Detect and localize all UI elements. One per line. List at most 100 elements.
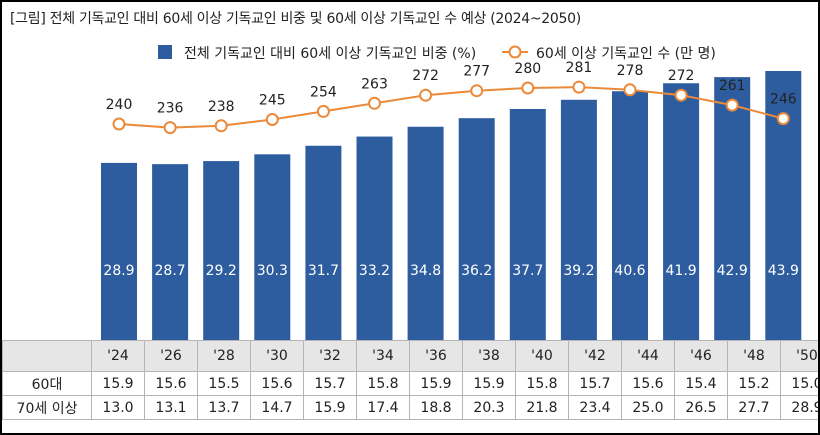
table-row-label: 70세 이상 bbox=[2, 395, 92, 420]
table-header-row: '24'26'28'30'32'34'36'38'40'42'44'46'48 '… bbox=[2, 340, 818, 372]
line-point bbox=[521, 81, 535, 95]
line-point bbox=[674, 88, 688, 102]
line-point bbox=[214, 119, 228, 133]
table-cell: 13.1 bbox=[144, 395, 198, 420]
table-cell: 15.8 bbox=[515, 371, 569, 396]
bar-value-label: 28.7 bbox=[155, 263, 186, 279]
bar-data-labels: 28.9 28.7 29.2 30.3 31.7 33.2 34.8 36.2 37.7 39.2… bbox=[103, 263, 798, 279]
table-header-cell: '34 bbox=[356, 340, 410, 372]
table-cell: 25.0 bbox=[621, 395, 675, 420]
line-value-label: 245 bbox=[259, 93, 286, 109]
table-cell: 15.0 bbox=[780, 371, 818, 396]
bar-value-label: 29.2 bbox=[206, 263, 237, 279]
table-cell: 26.5 bbox=[674, 395, 728, 420]
table-row-label: 60대 bbox=[2, 371, 92, 396]
table-header-cell: '36 bbox=[409, 340, 463, 372]
line-value-label: 261 bbox=[719, 78, 746, 94]
table-header-cell: '48 bbox=[727, 340, 781, 372]
bar bbox=[663, 83, 700, 340]
bar-value-label: 33.2 bbox=[359, 263, 390, 279]
table-cell: 15.9 bbox=[91, 371, 145, 396]
line-point bbox=[725, 98, 739, 112]
table-cell: 27.7 bbox=[727, 395, 781, 420]
table-cell: 15.7 bbox=[303, 371, 357, 396]
table-cell: 15.6 bbox=[621, 371, 675, 396]
line-point bbox=[368, 96, 381, 110]
table-header-cell: '24 bbox=[91, 340, 145, 372]
table-header-cell: '30 bbox=[250, 340, 304, 372]
table-cell: 15.9 bbox=[462, 371, 516, 396]
table-cell: 14.7 bbox=[250, 395, 304, 420]
bar-series bbox=[101, 70, 802, 340]
table-header-cell: '44 bbox=[621, 340, 675, 372]
table-cell: 15.8 bbox=[356, 371, 410, 396]
table-cell: 15.2 bbox=[727, 371, 781, 396]
bar bbox=[407, 126, 444, 340]
bar-value-label: 37.7 bbox=[512, 263, 543, 279]
table-cell: 15.4 bbox=[674, 371, 728, 396]
bar bbox=[152, 164, 189, 340]
data-table: '24'26'28'30'32'34'36'38'40'42'44'46'48 '… bbox=[2, 340, 818, 420]
line-value-label: 236 bbox=[157, 101, 184, 117]
bar-value-label: 28.9 bbox=[103, 263, 134, 279]
line-path bbox=[118, 86, 784, 129]
bar-value-label: 43.9 bbox=[768, 263, 799, 279]
table-header-cell: '42 bbox=[568, 340, 622, 372]
table-cell: 13.0 bbox=[91, 395, 145, 420]
bar-value-label: 30.3 bbox=[257, 263, 288, 279]
table-header-cell: '46 bbox=[674, 340, 728, 372]
table-cell: 18.8 bbox=[409, 395, 463, 420]
bar bbox=[356, 136, 393, 340]
table-header-cell: '38 bbox=[462, 340, 516, 372]
legend-bar-label: 전체 기독교인 대비 60세 이상 기독교인 비중 (%) bbox=[184, 46, 476, 62]
line-value-label: 246 bbox=[770, 92, 797, 108]
table-cell: 15.6 bbox=[144, 371, 198, 396]
line-point bbox=[265, 113, 279, 126]
line-value-label: 272 bbox=[668, 68, 695, 84]
bar bbox=[254, 154, 291, 340]
combo-chart: 전체 기독교인 대비 60세 이상 기독교인 비중 (%) 60세 이상 기독교… bbox=[101, 45, 802, 340]
line-value-label: 272 bbox=[412, 68, 439, 84]
bar bbox=[101, 162, 137, 340]
table-cell: 28.9 bbox=[780, 395, 818, 420]
bar-value-label: 31.7 bbox=[308, 263, 339, 279]
table-cell: 23.4 bbox=[568, 395, 622, 420]
line-point bbox=[776, 112, 790, 126]
table-cell: 15.9 bbox=[409, 371, 463, 396]
line-value-label: 280 bbox=[514, 61, 541, 77]
table-row: 70세 이상 13.0 13.1 13.7 14.7 15.9 17.4 18.8 20.3 2… bbox=[2, 395, 818, 420]
bar-value-label: 34.8 bbox=[410, 263, 441, 279]
line-value-label: 277 bbox=[463, 64, 490, 80]
bar bbox=[305, 145, 342, 340]
table-cell: 15.9 bbox=[303, 395, 357, 420]
table-cell: 21.8 bbox=[515, 395, 569, 420]
table-cell: 15.5 bbox=[197, 371, 251, 396]
table-header-cell: '32 bbox=[303, 340, 357, 372]
table-header-cell: '40 bbox=[515, 340, 569, 372]
bar bbox=[765, 70, 802, 340]
table-cell: 15.7 bbox=[568, 371, 622, 396]
bar-value-label: 36.2 bbox=[461, 263, 492, 279]
line-point bbox=[316, 104, 330, 118]
bar bbox=[203, 161, 240, 340]
line-value-label: 238 bbox=[208, 99, 235, 115]
table-corner-cell bbox=[2, 340, 92, 372]
bar bbox=[560, 99, 597, 340]
bar-value-label: 39.2 bbox=[563, 263, 594, 279]
line-point bbox=[112, 117, 126, 131]
line-point bbox=[470, 84, 484, 98]
line-value-label: 254 bbox=[310, 84, 337, 100]
bar bbox=[458, 118, 495, 340]
table-header-cell: '50 bbox=[780, 340, 818, 372]
bar-value-label: 40.6 bbox=[614, 263, 645, 279]
table-cell: 13.7 bbox=[197, 395, 251, 420]
line-point bbox=[163, 121, 177, 135]
bar bbox=[714, 77, 751, 340]
legend-bar-swatch bbox=[158, 45, 172, 59]
bar bbox=[612, 91, 648, 340]
line-data-labels: 240 236 238 245 254 263 272 277 280 281 278 272 261 2… bbox=[106, 60, 797, 117]
legend-line-label: 60세 이상 기독교인 수 (만 명) bbox=[536, 46, 716, 62]
line-series bbox=[112, 80, 790, 135]
line-value-label: 240 bbox=[106, 97, 133, 113]
